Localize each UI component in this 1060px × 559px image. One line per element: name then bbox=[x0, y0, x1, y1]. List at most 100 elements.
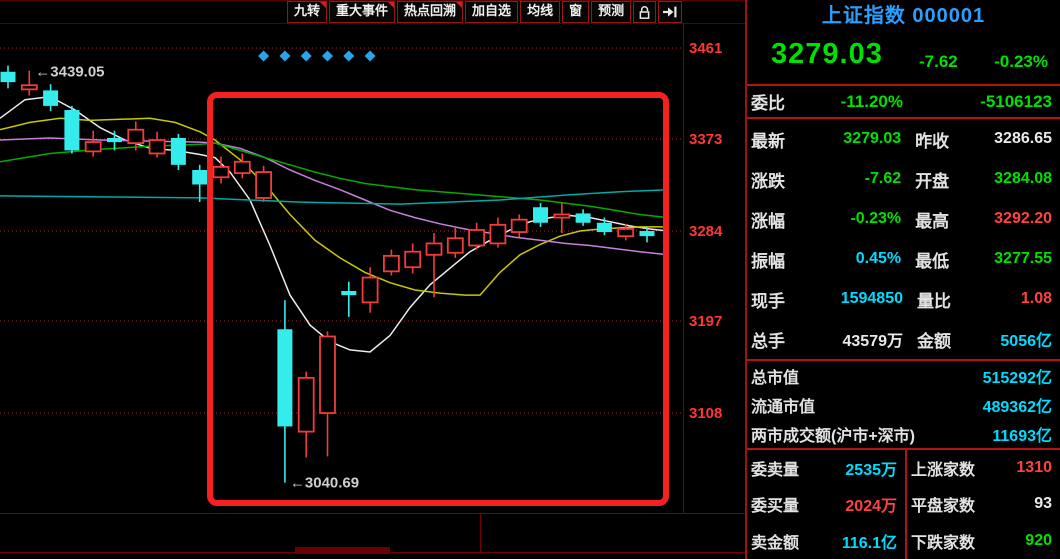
kline-chart[interactable]: 3461 3373 3284 3197 3108 ←3439.05 ←3040.69 bbox=[0, 0, 745, 559]
candle-body-down bbox=[192, 170, 208, 185]
candle-body-up bbox=[468, 229, 486, 247]
weibi-label: 委比 bbox=[751, 94, 785, 113]
order-stats-row: 卖金额 116.1亿 下跌家数 920 bbox=[747, 522, 1060, 559]
high-price-label: ←3439.05 bbox=[35, 64, 104, 81]
field-value: 1.08 bbox=[1020, 290, 1052, 307]
quote-row: 涨幅 -0.23% 最高 3292.20 bbox=[747, 199, 1060, 239]
quote-row: 现手 1594850 量比 1.08 bbox=[747, 279, 1060, 319]
quote-row: 最新 3279.03 昨收 3286.65 bbox=[747, 119, 1060, 159]
field-value: -0.23% bbox=[850, 210, 902, 227]
field-value: 3286.65 bbox=[994, 130, 1052, 147]
field-label: 委卖量 bbox=[751, 462, 800, 480]
field-value: 489362亿 bbox=[982, 398, 1052, 416]
sequence-diamond-icon bbox=[364, 50, 376, 62]
field-label: 开盘 bbox=[915, 171, 950, 191]
toolbar-button-5[interactable]: 均线 bbox=[520, 1, 561, 23]
field-value: 116.1亿 bbox=[841, 534, 897, 552]
field-label: 昨收 bbox=[915, 131, 950, 151]
field-label: 最高 bbox=[915, 211, 950, 231]
highlight-box bbox=[207, 92, 669, 506]
corner-flag-icon bbox=[388, 2, 395, 8]
candle-body-up bbox=[382, 254, 400, 273]
low-price-label: ←3040.69 bbox=[290, 475, 359, 492]
toolbar-button-1[interactable]: 九转 bbox=[287, 1, 328, 23]
field-label: 金额 bbox=[917, 331, 951, 351]
field-value: 5056亿 bbox=[1000, 333, 1052, 350]
field-label: 平盘家数 bbox=[911, 498, 976, 516]
corner-flag-icon bbox=[320, 2, 327, 8]
candle-body-up bbox=[489, 223, 507, 245]
candle-body-up bbox=[510, 218, 528, 233]
toolbar-button-2[interactable]: 重大事件 bbox=[329, 1, 396, 23]
toolbar-button-3[interactable]: 热点回溯 bbox=[397, 1, 464, 23]
field-label: 振幅 bbox=[751, 251, 785, 271]
market-cap-row: 总市值 515292亿 bbox=[747, 361, 1060, 390]
sequence-diamond-icon bbox=[300, 50, 312, 62]
y-axis-tick-label: 3108 bbox=[689, 405, 722, 422]
candle-body-down bbox=[596, 222, 612, 233]
price-header: 3279.03 -7.62 -0.23% bbox=[747, 30, 1060, 84]
quote-row: 涨跌 -7.62 开盘 3284.08 bbox=[747, 159, 1060, 199]
candle-body-down bbox=[170, 137, 186, 165]
field-value: -7.62 bbox=[864, 170, 902, 187]
market-cap-row: 流通市值 489362亿 bbox=[747, 390, 1060, 419]
lock-open-icon bbox=[639, 6, 650, 19]
candle-body-up bbox=[361, 276, 379, 304]
candle-body-down bbox=[533, 207, 548, 223]
order-stats-row: 委买量 2024万 平盘家数 93 bbox=[747, 486, 1060, 523]
last-price: 3279.03 bbox=[771, 38, 883, 70]
order-stats-left: 委卖量 2535万 bbox=[747, 450, 905, 486]
candle-body-up bbox=[404, 250, 422, 269]
ma-line-ma60 bbox=[0, 188, 669, 205]
candle-body-up bbox=[148, 139, 166, 155]
sequence-diamond-icon bbox=[279, 50, 291, 62]
toolbar-button-7[interactable]: 预测 bbox=[591, 1, 632, 23]
divider bbox=[747, 359, 1060, 361]
candle-body-up bbox=[425, 242, 443, 256]
weibi-value: -11.20% bbox=[840, 91, 903, 111]
jump-to-latest-button[interactable] bbox=[658, 1, 683, 23]
field-value: 2024万 bbox=[845, 498, 897, 516]
candle-body-up bbox=[255, 171, 273, 199]
order-stats-right: 上涨家数 1310 bbox=[905, 450, 1060, 487]
field-label: 两市成交额(沪市+深市) bbox=[751, 427, 916, 445]
candle-body-down bbox=[0, 71, 16, 83]
candle-body-up bbox=[319, 335, 336, 414]
quote-row: 振幅 0.45% 最低 3277.55 bbox=[747, 239, 1060, 279]
ma-line-ma10 bbox=[0, 117, 668, 296]
field-value: 1310 bbox=[1016, 459, 1052, 477]
ma-line-ma30 bbox=[0, 142, 669, 219]
candle-body-up bbox=[446, 237, 464, 254]
field-value: 11693亿 bbox=[992, 427, 1052, 445]
candle-body-down bbox=[341, 290, 357, 296]
lock-open-button[interactable] bbox=[633, 1, 657, 23]
field-label: 上涨家数 bbox=[911, 462, 976, 480]
order-stats-rows: 委卖量 2535万 上涨家数 1310 委买量 2024万 平盘家数 93 卖金额 116.1亿下… bbox=[747, 450, 1060, 559]
field-label: 卖金额 bbox=[751, 534, 800, 552]
candle-body-down bbox=[575, 213, 591, 223]
toolbar-button-6[interactable]: 窗 bbox=[562, 1, 590, 23]
field-label: 总市值 bbox=[751, 369, 800, 387]
divider bbox=[747, 117, 1060, 119]
field-value: 3277.55 bbox=[994, 250, 1052, 267]
quote-row: 总手 43579万 金额 5056亿 bbox=[747, 319, 1060, 359]
field-label: 涨幅 bbox=[751, 211, 785, 231]
candle-body-up bbox=[297, 376, 315, 433]
candle-body-up bbox=[84, 141, 102, 153]
field-value: 0.45% bbox=[855, 250, 902, 267]
order-stats-right: 平盘家数 93 bbox=[905, 486, 1060, 523]
candle-body-down bbox=[43, 90, 59, 106]
arrow-to-bar-icon bbox=[663, 6, 677, 18]
field-label: 流通市值 bbox=[751, 398, 816, 416]
order-stats-row: 委卖量 2535万 上涨家数 1310 bbox=[747, 450, 1060, 487]
quote-panel: 上证指数 000001 3279.03 -7.62 -0.23% 委比 -11.… bbox=[745, 0, 1060, 559]
field-value: 3279.03 bbox=[843, 130, 902, 147]
y-axis-tick-label: 3197 bbox=[689, 313, 722, 330]
candle-body-down bbox=[64, 110, 80, 151]
divider bbox=[747, 84, 1060, 86]
order-stats-left: 卖金额 116.1亿 bbox=[747, 523, 905, 559]
y-axis-tick-label: 3284 bbox=[689, 223, 723, 240]
field-value: 515292亿 bbox=[982, 369, 1052, 387]
toolbar-button-4[interactable]: 加自选 bbox=[465, 1, 519, 23]
field-value: 920 bbox=[1025, 531, 1052, 549]
